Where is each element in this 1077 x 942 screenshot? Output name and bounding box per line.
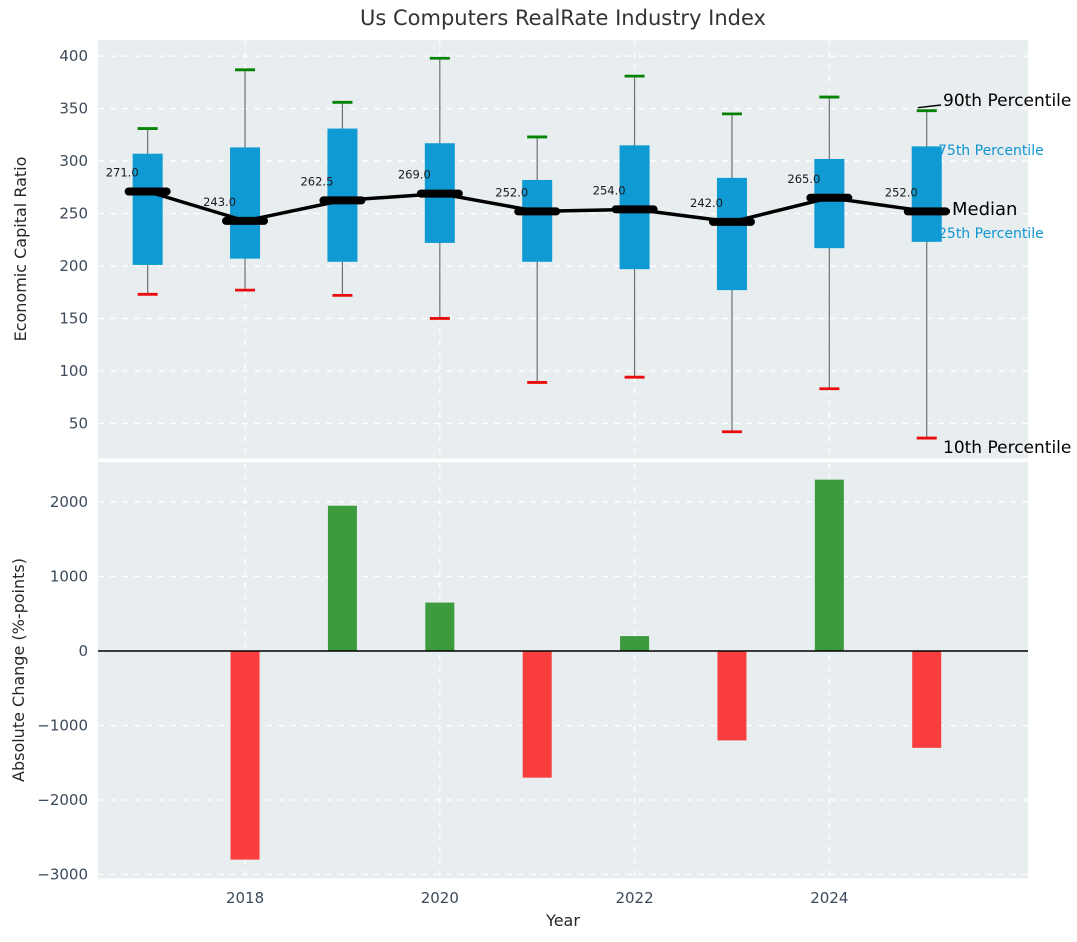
- median-value-label: 242.0: [690, 196, 723, 210]
- annotation-10th-percentile: 10th Percentile: [943, 438, 1072, 458]
- top-panel-y-tick-label: 300: [59, 152, 88, 170]
- bottom-panel-y-tick-label: 2000: [50, 493, 88, 511]
- median-value-label: 265.0: [787, 172, 820, 186]
- median-value-label: 269.0: [398, 168, 431, 182]
- change-bar: [717, 651, 747, 741]
- median-value-label: 271.0: [106, 165, 139, 179]
- bottom-panel-y-tick-label: −2000: [37, 791, 88, 809]
- median-value-label: 243.0: [203, 195, 236, 209]
- bottom-panel-y-tick-label: −1000: [37, 717, 88, 735]
- top-panel-y-tick-label: 50: [69, 414, 88, 432]
- bottom-panel-y-tick-label: 0: [78, 642, 88, 660]
- annotation-90th-percentile: 90th Percentile: [943, 91, 1072, 111]
- change-bar: [327, 505, 357, 652]
- chart-title: Us Computers RealRate Industry Index: [360, 6, 766, 30]
- median-value-label: 252.0: [495, 185, 528, 199]
- annotation-median: Median: [952, 199, 1018, 220]
- change-bar: [230, 651, 260, 860]
- x-axis-label: Year: [546, 911, 580, 930]
- percentile-box: [132, 153, 163, 265]
- bottom-panel-y-tick-label: 1000: [50, 568, 88, 586]
- top-panel-y-tick-label: 350: [59, 100, 88, 118]
- change-bar: [814, 479, 844, 652]
- percentile-box: [814, 158, 845, 249]
- change-bar: [522, 651, 552, 778]
- x-tick-label: 2024: [810, 889, 848, 907]
- x-tick-label: 2018: [226, 889, 264, 907]
- annotation-25th-percentile: 25th Percentile: [938, 226, 1044, 242]
- x-tick-label: 2020: [421, 889, 459, 907]
- change-bar: [425, 602, 455, 652]
- percentile-box: [327, 128, 358, 262]
- percentile-box: [911, 146, 942, 242]
- change-bar: [912, 651, 942, 748]
- median-trend-line: [147, 189, 950, 224]
- percentile-box: [522, 179, 553, 262]
- top-panel-y-tick-label: 400: [59, 47, 88, 65]
- top-panel-y-tick-label: 100: [59, 362, 88, 380]
- x-tick-label: 2022: [615, 889, 653, 907]
- p90-annotation-leader: [917, 104, 942, 109]
- median-value-label: 254.0: [593, 183, 626, 197]
- top-y-axis-label: Economic Capital Ratio: [11, 156, 30, 342]
- median-value-label: 262.5: [300, 174, 333, 188]
- annotation-75th-percentile: 75th Percentile: [938, 143, 1044, 159]
- percentile-box: [716, 177, 747, 291]
- bottom-panel-y-tick-label: −3000: [37, 866, 88, 884]
- bottom-y-axis-label: Absolute Change (%-points): [9, 558, 28, 782]
- top-panel-y-tick-label: 250: [59, 205, 88, 223]
- top-panel-y-tick-label: 150: [59, 309, 88, 327]
- median-value-label: 252.0: [885, 185, 918, 199]
- change-bar: [620, 636, 650, 652]
- top-panel-y-tick-label: 200: [59, 257, 88, 275]
- percentile-box: [230, 147, 261, 259]
